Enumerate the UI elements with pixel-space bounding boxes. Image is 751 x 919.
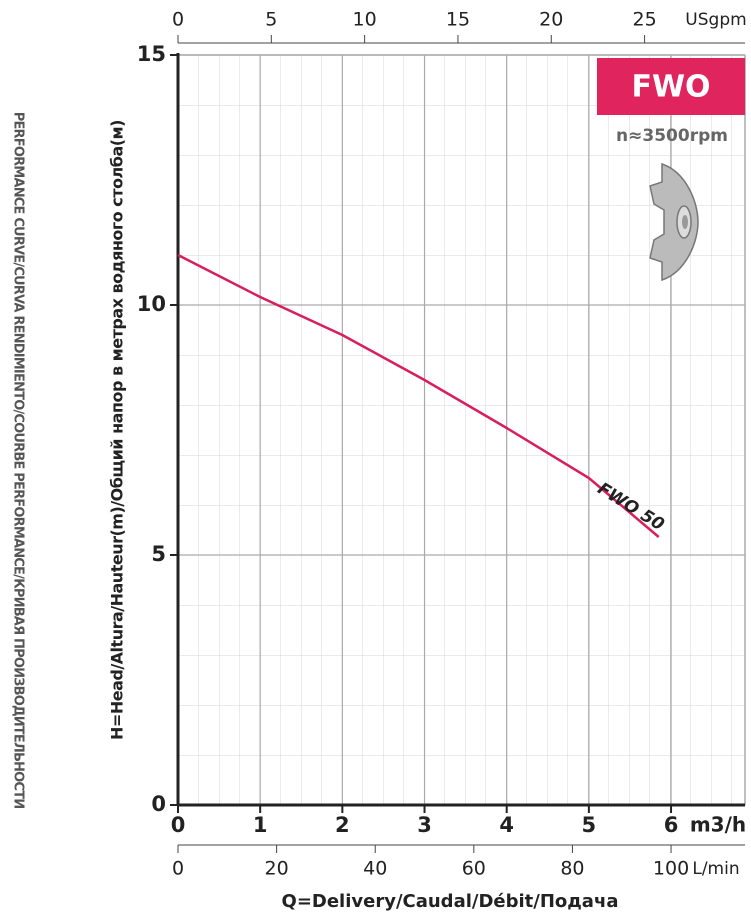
top-tick-label: 5 (265, 9, 277, 31)
top-tick-label: 15 (446, 9, 470, 31)
y-tick-label: 0 (151, 792, 166, 816)
y-tick-label: 10 (137, 292, 166, 316)
subtitle: n≈3500rpm (616, 126, 728, 146)
y-tick-label: 15 (137, 42, 166, 66)
chart: 05101501234560510152025020406080100FWO 5… (0, 0, 751, 919)
x-tick-label: 3 (417, 813, 432, 837)
y-tick-label: 5 (151, 542, 166, 566)
bottom2-tick-label: 60 (462, 858, 486, 880)
bottom2-tick-label: 40 (363, 858, 387, 880)
x-unit: m3/h (690, 813, 746, 837)
side-title: PERFORMANCE CURVE/CURVA RENDIMIENTO/COUR… (11, 112, 26, 809)
x-tick-label: 0 (171, 813, 186, 837)
x-tick-label: 1 (253, 813, 268, 837)
chart-title: FWO (631, 70, 710, 105)
x-tick-label: 5 (582, 813, 597, 837)
bottom2-unit: L/min (692, 859, 739, 879)
top-unit: USgpm (685, 10, 746, 30)
bottom2-tick-label: 0 (172, 858, 184, 880)
x-tick-label: 4 (499, 813, 514, 837)
top-tick-label: 20 (539, 9, 563, 31)
bottom2-tick-label: 20 (265, 858, 289, 880)
top-tick-label: 10 (353, 9, 377, 31)
top-tick-label: 25 (632, 9, 656, 31)
minor-grid (178, 55, 745, 805)
x-tick-label: 2 (335, 813, 350, 837)
bottom2-tick-label: 100 (653, 858, 689, 880)
bottom2-tick-label: 80 (560, 858, 584, 880)
x-tick-label: 6 (664, 813, 679, 837)
y-axis-label: H=Head/Altura/Hauteur(m)/Общий напор в м… (108, 120, 127, 740)
top-tick-label: 0 (172, 9, 184, 31)
x-axis-label: Q=Delivery/Caudal/Débit/Подача (282, 891, 619, 912)
